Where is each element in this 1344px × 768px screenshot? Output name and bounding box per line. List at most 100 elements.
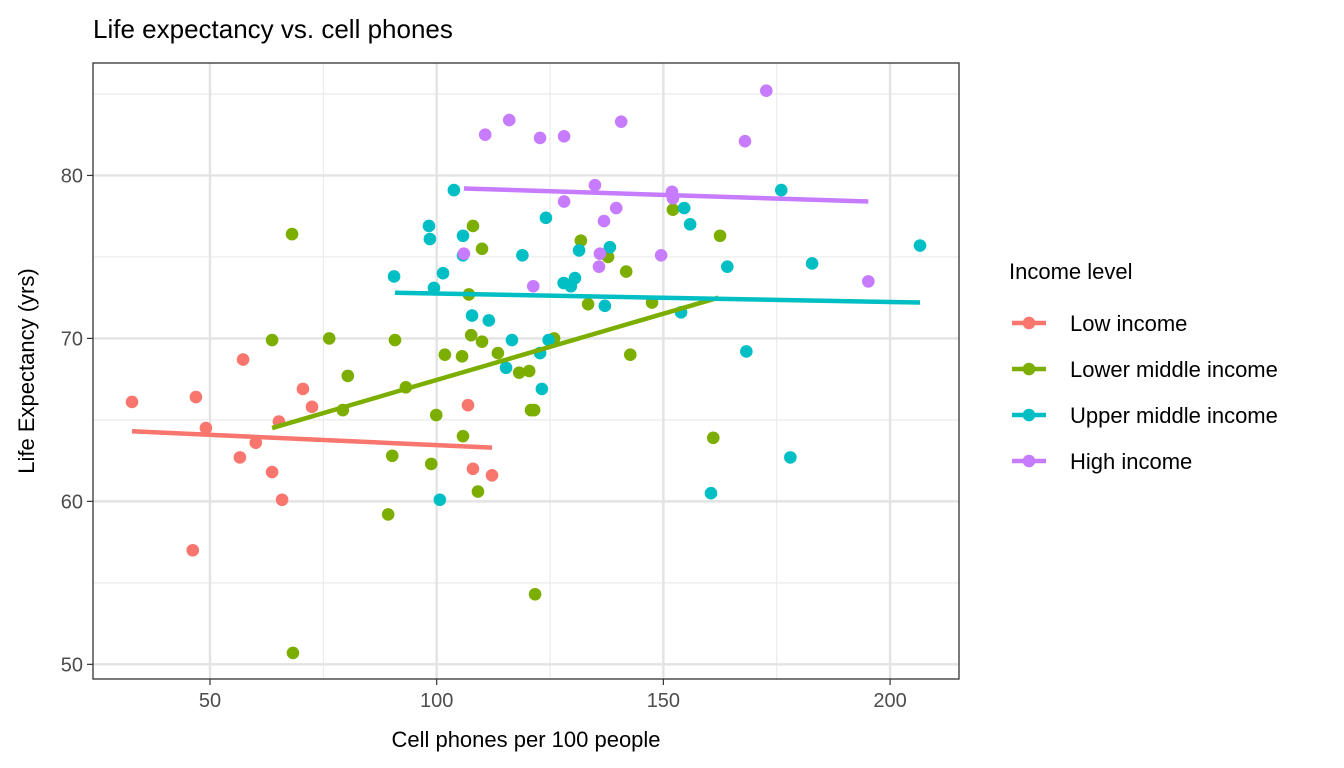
point-low-income	[485, 468, 499, 482]
y-tick-label: 50	[61, 654, 83, 676]
point-upper-middle-income	[456, 229, 470, 243]
point-upper-middle-income	[539, 211, 553, 225]
trendline-lower-middle-income	[271, 295, 719, 431]
legend-key-point-lower-middle-income	[1022, 362, 1036, 376]
point-low-income	[186, 543, 200, 557]
point-high-income	[557, 130, 571, 143]
point-high-income	[654, 248, 668, 262]
trendline-low-income	[131, 429, 493, 450]
legend-label-upper-middle-income: Upper middle income	[1070, 403, 1278, 428]
y-tick-label: 70	[61, 328, 83, 350]
panel-border	[92, 62, 960, 680]
point-lower-middle-income	[381, 508, 395, 521]
x-axis-label: Cell phones per 100 people	[391, 727, 660, 752]
x-tick-label: 100	[420, 690, 453, 712]
point-lower-middle-income	[522, 364, 536, 378]
point-upper-middle-income	[465, 309, 479, 322]
point-upper-middle-income	[740, 345, 753, 358]
point-lower-middle-income	[286, 646, 300, 660]
point-lower-middle-income	[666, 203, 680, 216]
legend-key-point-high-income	[1022, 454, 1036, 468]
point-lower-middle-income	[527, 403, 541, 417]
point-upper-middle-income	[422, 219, 436, 233]
point-low-income	[275, 493, 289, 507]
point-lower-middle-income	[285, 227, 299, 241]
point-lower-middle-income	[265, 333, 279, 347]
point-lower-middle-income	[475, 335, 489, 348]
point-high-income	[738, 134, 752, 148]
point-low-income	[249, 436, 263, 450]
point-upper-middle-income	[572, 244, 586, 257]
point-upper-middle-income	[433, 493, 447, 507]
x-tick-label: 200	[873, 690, 906, 712]
point-low-income	[305, 400, 319, 414]
point-upper-middle-income	[603, 240, 617, 254]
point-upper-middle-income	[683, 218, 697, 231]
point-upper-middle-income	[427, 281, 441, 295]
point-low-income	[296, 382, 310, 396]
point-lower-middle-income	[466, 219, 480, 233]
point-lower-middle-income	[528, 587, 542, 601]
point-upper-middle-income	[704, 486, 718, 500]
point-low-income	[466, 462, 480, 476]
point-high-income	[862, 275, 875, 288]
point-low-income	[199, 421, 213, 435]
point-upper-middle-income	[677, 201, 691, 215]
legend-key-point-upper-middle-income	[1022, 408, 1036, 422]
point-low-income	[125, 395, 139, 409]
point-upper-middle-income	[482, 314, 496, 327]
point-high-income	[593, 247, 607, 260]
point-lower-middle-income	[385, 449, 399, 463]
point-lower-middle-income	[341, 369, 355, 383]
y-tick-label: 80	[61, 165, 83, 187]
legend-title: Income level	[1009, 259, 1133, 284]
point-upper-middle-income	[423, 232, 437, 246]
x-tick-label: 150	[647, 690, 680, 712]
point-low-income	[236, 353, 250, 366]
point-lower-middle-income	[512, 366, 526, 379]
plot-panel: 50 100 150 200 50 60 70 80	[61, 62, 960, 712]
point-high-income	[533, 131, 547, 145]
point-low-income	[461, 398, 475, 412]
point-upper-middle-income	[499, 361, 513, 375]
point-high-income	[588, 178, 602, 192]
point-lower-middle-income	[706, 431, 720, 445]
x-tick-label: 50	[199, 690, 221, 712]
point-upper-middle-income	[535, 382, 549, 396]
point-upper-middle-income	[568, 271, 582, 285]
legend-label-lower-middle-income: Lower middle income	[1070, 357, 1278, 382]
trendline-upper-middle-income	[394, 290, 921, 305]
point-upper-middle-income	[913, 239, 927, 252]
point-lower-middle-income	[455, 350, 469, 363]
point-upper-middle-income	[387, 270, 401, 283]
point-high-income	[557, 195, 571, 208]
point-low-income	[189, 390, 203, 404]
y-tick-label: 60	[61, 491, 83, 513]
point-lower-middle-income	[464, 328, 478, 342]
point-high-income	[597, 214, 611, 228]
legend-label-low-income: Low income	[1070, 311, 1187, 336]
y-axis-label: Life Expectancy (yrs)	[14, 268, 39, 473]
point-lower-middle-income	[475, 242, 489, 256]
point-high-income	[526, 279, 540, 293]
point-lower-middle-income	[438, 348, 452, 362]
point-upper-middle-income	[505, 333, 519, 347]
point-upper-middle-income	[784, 451, 797, 464]
point-lower-middle-income	[574, 234, 588, 247]
point-lower-middle-income	[456, 429, 470, 443]
legend-label-high-income: High income	[1070, 449, 1192, 474]
point-upper-middle-income	[774, 183, 788, 197]
point-high-income	[592, 260, 606, 274]
point-low-income	[265, 465, 279, 479]
point-upper-middle-income	[436, 266, 450, 280]
point-upper-middle-income	[598, 299, 612, 313]
point-lower-middle-income	[322, 332, 336, 345]
point-lower-middle-income	[471, 485, 485, 498]
point-lower-middle-income	[619, 265, 633, 278]
point-lower-middle-income	[581, 297, 595, 311]
point-lower-middle-income	[388, 333, 402, 347]
point-low-income	[233, 451, 247, 464]
point-high-income	[609, 201, 623, 215]
point-upper-middle-income	[516, 248, 529, 262]
